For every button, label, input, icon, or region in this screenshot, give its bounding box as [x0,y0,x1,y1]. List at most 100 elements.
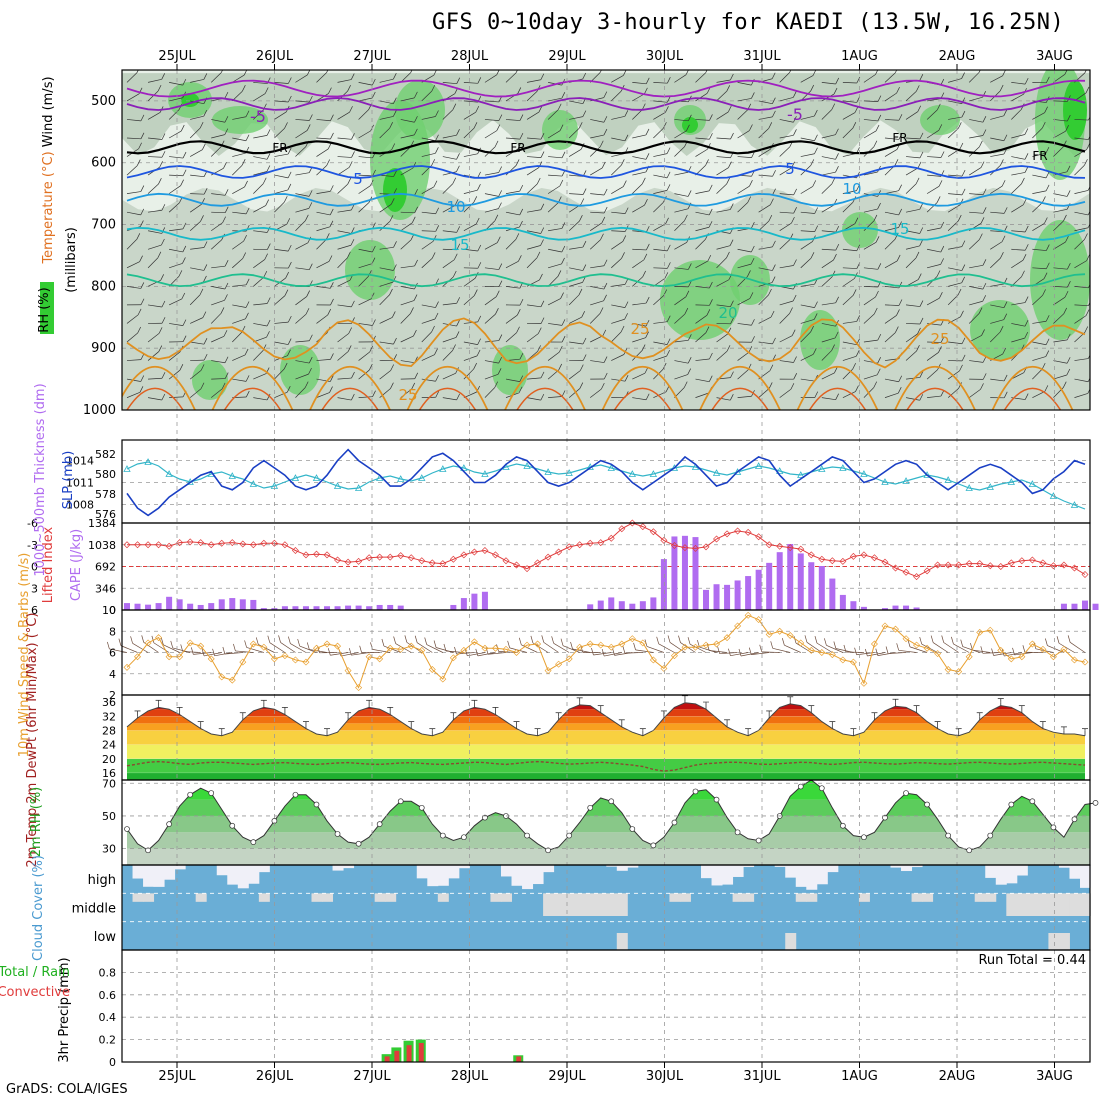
wind-barb [358,82,373,86]
wind-barb [831,177,836,185]
wind-barb [1022,198,1027,206]
wind-barb [758,100,773,105]
wind-barb [919,203,924,210]
wind-barb [168,298,182,306]
wind-barb [981,329,985,336]
isotherm-30-diurnal [418,387,477,410]
cloud-middle-gap [1069,893,1081,916]
wind-barb [873,381,878,388]
wind-barb [917,161,922,169]
wind-barb [518,386,523,393]
wind-barb [772,240,776,248]
wind-speed-point [586,640,594,648]
wind-barb [372,245,376,253]
wind-barb [716,137,731,140]
isotherm-30-diurnal [613,387,672,410]
wind-barb [220,307,225,314]
wind-barb [642,270,646,278]
wind-barb [737,156,752,158]
cape-bar [239,599,246,610]
wind-barb [456,129,460,136]
cape-bar [671,536,678,610]
wind-barb [888,652,907,654]
wind-barb [674,339,689,343]
wind-speed-point [207,655,215,663]
wind-barb [434,348,438,355]
wind-barb [800,153,815,157]
wind-barb [169,248,183,253]
wind-barb [968,146,980,157]
wind-barb [358,202,370,213]
wind-barb [540,73,545,80]
wind-barb [316,72,327,83]
wind-barb [540,317,545,324]
contour-label: 25 [630,320,649,338]
rh-point [840,822,846,829]
wind-barb [421,116,436,120]
cloud-middle-gap [322,893,334,902]
wind-barb [161,372,166,379]
lifted-point [207,541,215,549]
wind-barb [686,124,690,131]
lifted-point [649,528,657,536]
wind-barb [821,248,836,251]
rh-point [818,785,825,792]
wind-barb [182,169,187,176]
wind-barb [737,298,751,306]
wind-barb [684,307,689,315]
wind-barb [358,298,372,306]
wind-barb [379,78,394,83]
wind-barb [306,124,311,131]
wind-barb [295,100,310,103]
wind-barb [222,646,226,655]
wind-speed-point [1070,656,1078,664]
cloud-middle-gap [922,893,934,902]
wind-barb [695,190,710,194]
wind-barb [590,265,605,269]
cape-bar [797,553,804,610]
cloud-middle-gap [143,893,155,902]
wind-barb [262,177,267,184]
wind-barb [421,137,436,142]
wind-barb [653,267,668,269]
y-tick-label: 900 [91,341,116,356]
wind-barb [569,174,584,177]
wind-speed-point [849,658,857,666]
temp-tick-label: 36 [102,696,116,709]
wind-barb [624,652,643,654]
wind-barb [611,211,626,214]
wind-barb [632,350,643,361]
wind-speed-point [334,642,342,650]
wind-barb [821,183,833,194]
lifted-point [197,539,205,547]
wind-barb [274,128,285,139]
cape-axis-label: CAPE (J/kg) [69,529,84,601]
wind-barb [685,70,689,75]
wind-barb [824,638,827,646]
wind-barb [919,300,924,307]
rh-point [124,826,130,832]
wind-barb [245,301,250,308]
wind-barb [645,331,649,338]
wind-barb [814,134,818,141]
wind-barb [203,338,208,345]
wind-barb [898,184,902,191]
wind-barb [274,248,289,252]
wind-barb [758,294,769,306]
wind-barb [202,311,207,318]
wind-barb [926,202,938,213]
wind-barb [978,70,981,73]
contour-label: 25 [930,330,949,348]
wind-barb [758,220,770,231]
wind-barb [433,180,438,187]
wind-barb [687,357,692,364]
wind-barb [758,246,773,250]
wind-barb [758,204,771,213]
wind-barb [453,253,458,260]
wind-barb [779,211,794,214]
rh-point [987,832,994,839]
wind-barb [147,397,162,401]
wind-barb [1074,137,1089,140]
wind-barb [158,178,162,185]
wind-barb [351,133,355,140]
